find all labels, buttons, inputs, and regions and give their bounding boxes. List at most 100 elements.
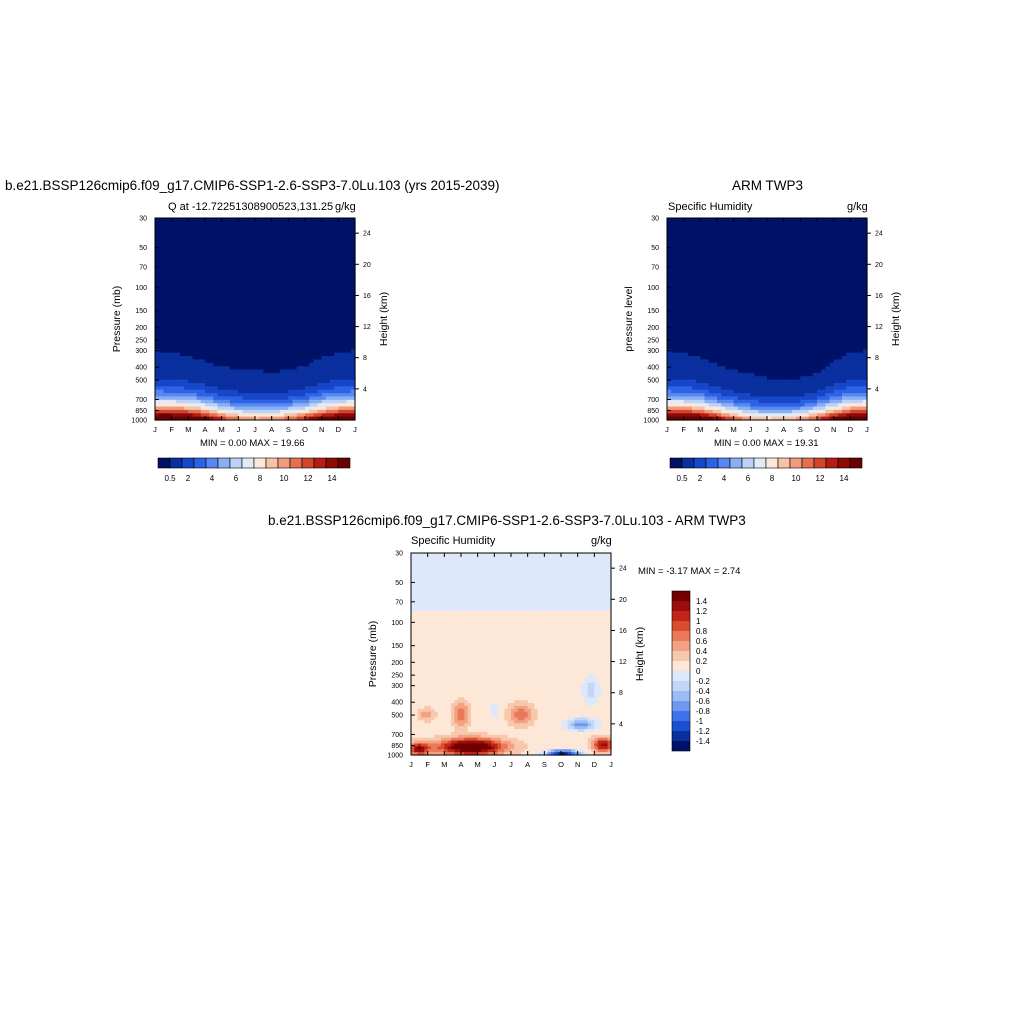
field-cell bbox=[171, 221, 177, 226]
field-cell bbox=[309, 342, 314, 347]
field-cell bbox=[334, 329, 339, 334]
field-cell bbox=[704, 399, 710, 404]
field-cell bbox=[171, 268, 177, 273]
field-cell bbox=[675, 369, 681, 374]
field-cell bbox=[167, 325, 173, 330]
field-cell bbox=[313, 238, 319, 243]
field-cell bbox=[792, 325, 797, 330]
field-cell bbox=[754, 379, 760, 384]
field-cell bbox=[342, 312, 348, 317]
field-cell bbox=[700, 413, 706, 418]
field-cell bbox=[350, 295, 356, 300]
field-cell bbox=[758, 386, 764, 391]
field-cell bbox=[309, 312, 314, 317]
field-cell bbox=[288, 372, 294, 377]
field-cell bbox=[221, 302, 227, 307]
field-cell bbox=[242, 271, 248, 276]
field-cell bbox=[750, 319, 756, 323]
field-cell bbox=[667, 376, 672, 381]
field-cell bbox=[209, 261, 214, 266]
field-cell bbox=[175, 342, 181, 347]
field-cell bbox=[725, 248, 731, 253]
field-cell bbox=[692, 389, 697, 394]
field-cell bbox=[234, 322, 239, 327]
field-cell bbox=[679, 295, 685, 300]
field-cell bbox=[717, 288, 722, 293]
field-cell bbox=[305, 234, 310, 239]
field-cell bbox=[225, 234, 231, 239]
field-cell bbox=[296, 372, 302, 377]
field-cell bbox=[175, 285, 181, 290]
field-cell bbox=[267, 413, 273, 418]
field-cell bbox=[342, 386, 348, 391]
field-cell bbox=[742, 416, 747, 421]
field-cell bbox=[775, 261, 781, 266]
field-cell bbox=[309, 376, 314, 381]
field-cell bbox=[696, 244, 701, 249]
field-cell bbox=[155, 244, 160, 249]
field-cell bbox=[742, 268, 747, 273]
field-cell bbox=[737, 305, 743, 310]
field-cell bbox=[238, 305, 244, 310]
colorbar-swatch bbox=[265, 457, 279, 469]
field-cell bbox=[280, 261, 285, 266]
field-cell bbox=[771, 281, 776, 286]
field-cell bbox=[762, 403, 768, 408]
field-cell bbox=[217, 332, 223, 337]
field-cell bbox=[729, 265, 735, 270]
field-cell bbox=[255, 278, 260, 283]
field-cell bbox=[192, 366, 198, 371]
field-cell bbox=[346, 302, 352, 307]
field-cell bbox=[775, 268, 781, 273]
field-cell bbox=[300, 224, 306, 229]
field-cell bbox=[313, 221, 319, 226]
field-cell bbox=[196, 288, 202, 293]
field-cell bbox=[792, 231, 797, 236]
field-cell bbox=[687, 379, 693, 384]
field-cell bbox=[796, 228, 801, 233]
field-cell bbox=[155, 315, 160, 320]
field-cell bbox=[771, 305, 776, 310]
field-cell bbox=[330, 251, 335, 256]
field-cell bbox=[746, 339, 751, 344]
field-cell bbox=[712, 255, 718, 259]
field-cell bbox=[234, 362, 239, 367]
field-cell bbox=[338, 315, 344, 320]
field-cell bbox=[246, 231, 252, 236]
field-cell bbox=[300, 389, 306, 394]
field-cell bbox=[746, 349, 751, 354]
field-cell bbox=[750, 372, 756, 377]
field-cell bbox=[346, 308, 352, 313]
field-cell bbox=[296, 244, 302, 249]
field-cell bbox=[205, 386, 210, 391]
field-cell bbox=[671, 369, 676, 374]
field-cell bbox=[196, 271, 202, 276]
field-cell bbox=[213, 278, 219, 283]
field-cell bbox=[317, 292, 323, 297]
field-cell bbox=[225, 342, 231, 347]
field-cell bbox=[167, 332, 173, 337]
field-cell bbox=[196, 409, 202, 414]
field-cell bbox=[184, 271, 189, 276]
field-cell bbox=[750, 292, 756, 297]
field-cell bbox=[309, 359, 314, 364]
field-cell bbox=[737, 416, 743, 421]
field-cell bbox=[305, 265, 310, 270]
field-cell bbox=[787, 413, 793, 418]
field-cell bbox=[725, 278, 731, 283]
field-cell bbox=[196, 238, 202, 243]
field-cell bbox=[180, 271, 185, 276]
field-cell bbox=[330, 281, 335, 286]
field-cell bbox=[238, 251, 244, 256]
field-cell bbox=[679, 413, 685, 418]
field-cell bbox=[733, 376, 739, 381]
field-cell bbox=[758, 288, 764, 293]
field-cell bbox=[192, 228, 198, 233]
field-cell bbox=[779, 265, 785, 270]
field-cell bbox=[667, 396, 672, 401]
field-cell bbox=[255, 298, 260, 303]
field-cell bbox=[234, 265, 239, 270]
field-cell bbox=[687, 251, 693, 256]
field-cell bbox=[330, 261, 335, 266]
field-cell bbox=[184, 228, 189, 233]
